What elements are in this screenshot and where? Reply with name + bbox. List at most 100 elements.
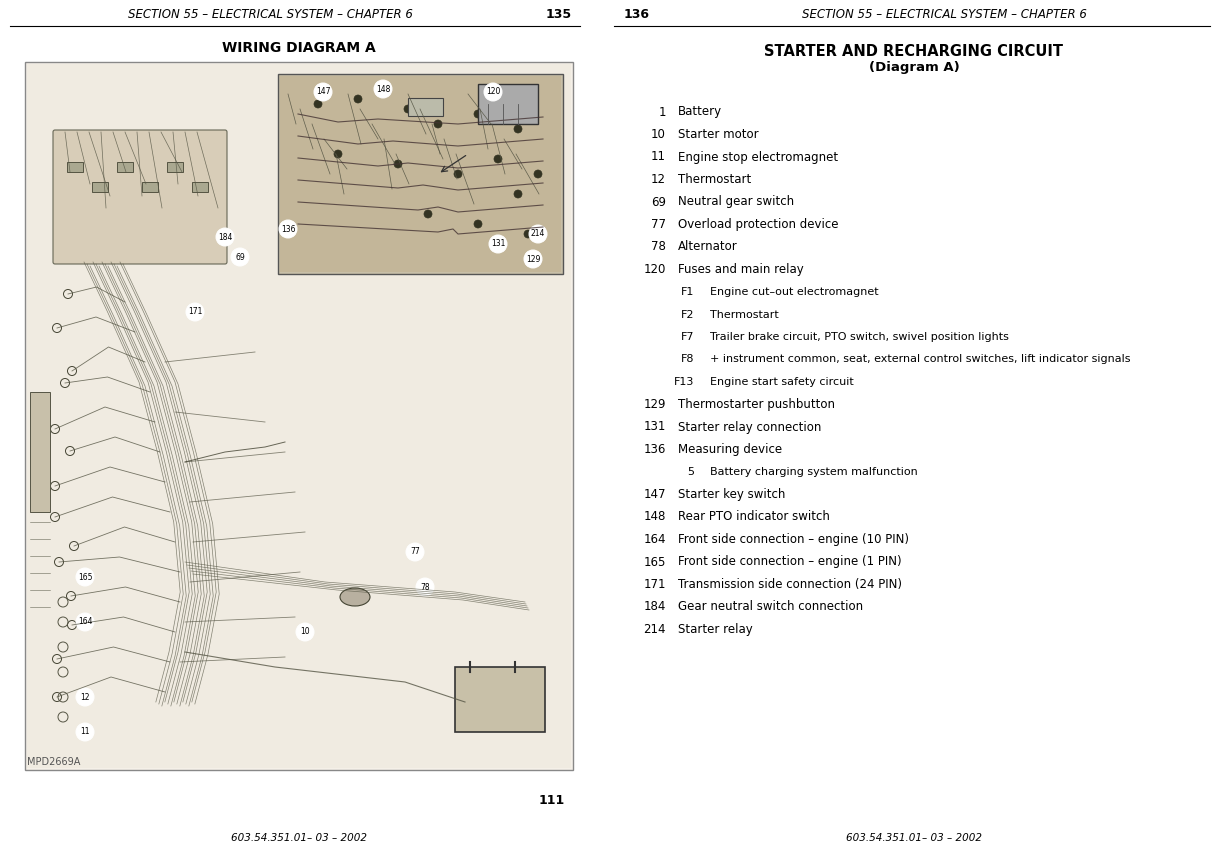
Text: 148: 148 bbox=[644, 511, 666, 524]
Text: 12: 12 bbox=[81, 693, 90, 702]
Circle shape bbox=[279, 220, 296, 238]
Bar bbox=[30, 392, 50, 512]
Text: Engine start safety circuit: Engine start safety circuit bbox=[710, 377, 854, 387]
Text: 165: 165 bbox=[78, 573, 93, 581]
Text: 5: 5 bbox=[687, 467, 694, 477]
Text: 136: 136 bbox=[623, 9, 650, 22]
Text: 77: 77 bbox=[410, 548, 420, 556]
Text: 164: 164 bbox=[643, 533, 666, 546]
Text: Measuring device: Measuring device bbox=[678, 443, 782, 456]
Text: F7: F7 bbox=[681, 332, 694, 342]
Circle shape bbox=[76, 613, 94, 631]
Text: 214: 214 bbox=[643, 623, 666, 636]
Ellipse shape bbox=[340, 588, 370, 606]
Text: Front side connection – engine (10 PIN): Front side connection – engine (10 PIN) bbox=[678, 533, 909, 546]
Text: 12: 12 bbox=[651, 173, 666, 186]
Text: Trailer brake circuit, PTO switch, swivel position lights: Trailer brake circuit, PTO switch, swive… bbox=[710, 332, 1009, 342]
Text: 148: 148 bbox=[376, 85, 390, 93]
Text: Starter relay connection: Starter relay connection bbox=[678, 421, 821, 434]
Text: Neutral gear switch: Neutral gear switch bbox=[678, 195, 794, 208]
Text: + instrument common, seat, external control switches, lift indicator signals: + instrument common, seat, external cont… bbox=[710, 354, 1131, 365]
Circle shape bbox=[489, 235, 508, 253]
Bar bbox=[27, 64, 571, 768]
Circle shape bbox=[425, 210, 432, 218]
Bar bbox=[167, 162, 183, 172]
Text: 171: 171 bbox=[643, 578, 666, 591]
Circle shape bbox=[404, 105, 412, 113]
Text: 165: 165 bbox=[644, 556, 666, 569]
Circle shape bbox=[76, 723, 94, 741]
Circle shape bbox=[514, 190, 522, 198]
Text: F1: F1 bbox=[681, 287, 694, 297]
Bar bbox=[24, 62, 573, 770]
Text: 164: 164 bbox=[78, 618, 93, 626]
Text: 78: 78 bbox=[651, 240, 666, 253]
Bar bbox=[278, 74, 562, 274]
Text: WIRING DIAGRAM A: WIRING DIAGRAM A bbox=[222, 41, 376, 55]
Text: 147: 147 bbox=[316, 87, 331, 97]
Text: 136: 136 bbox=[281, 225, 295, 233]
Text: Front side connection – engine (1 PIN): Front side connection – engine (1 PIN) bbox=[678, 556, 902, 569]
Circle shape bbox=[216, 228, 234, 246]
Circle shape bbox=[514, 125, 522, 133]
Bar bbox=[192, 182, 207, 192]
Text: 603.54.351.01– 03 – 2002: 603.54.351.01– 03 – 2002 bbox=[231, 833, 367, 843]
Text: Transmission side connection (24 PIN): Transmission side connection (24 PIN) bbox=[678, 578, 902, 591]
Circle shape bbox=[314, 100, 322, 108]
Text: 111: 111 bbox=[539, 793, 565, 806]
Circle shape bbox=[296, 623, 314, 641]
Circle shape bbox=[529, 225, 547, 243]
Bar bbox=[407, 98, 443, 116]
Text: Alternator: Alternator bbox=[678, 240, 738, 253]
Text: Thermostart: Thermostart bbox=[678, 173, 752, 186]
Bar bbox=[117, 162, 133, 172]
Bar bbox=[67, 162, 83, 172]
Text: Thermostart: Thermostart bbox=[710, 309, 778, 320]
Text: 136: 136 bbox=[644, 443, 666, 456]
Text: Gear neutral switch connection: Gear neutral switch connection bbox=[678, 600, 863, 613]
Text: 69: 69 bbox=[651, 195, 666, 208]
Text: Overload protection device: Overload protection device bbox=[678, 218, 838, 231]
Text: 129: 129 bbox=[526, 255, 540, 264]
FancyBboxPatch shape bbox=[52, 130, 227, 264]
Bar bbox=[92, 182, 109, 192]
Circle shape bbox=[494, 155, 501, 163]
Circle shape bbox=[475, 110, 482, 118]
Text: 603.54.351.01– 03 – 2002: 603.54.351.01– 03 – 2002 bbox=[845, 833, 982, 843]
Text: 129: 129 bbox=[643, 398, 666, 411]
Bar bbox=[455, 667, 545, 732]
Circle shape bbox=[454, 170, 462, 178]
Text: 147: 147 bbox=[643, 488, 666, 501]
Circle shape bbox=[484, 83, 501, 101]
Circle shape bbox=[375, 80, 392, 98]
Text: 69: 69 bbox=[235, 252, 245, 262]
Text: SECTION 55 – ELECTRICAL SYSTEM – CHAPTER 6: SECTION 55 – ELECTRICAL SYSTEM – CHAPTER… bbox=[802, 9, 1087, 22]
Text: 131: 131 bbox=[490, 239, 505, 249]
Text: Battery: Battery bbox=[678, 105, 722, 118]
Circle shape bbox=[475, 220, 482, 228]
Text: 1: 1 bbox=[659, 105, 666, 118]
Circle shape bbox=[406, 543, 425, 561]
Bar bbox=[142, 182, 159, 192]
Text: 184: 184 bbox=[218, 232, 232, 242]
Text: 77: 77 bbox=[651, 218, 666, 231]
Text: F13: F13 bbox=[673, 377, 694, 387]
Text: 11: 11 bbox=[81, 727, 90, 736]
Text: 10: 10 bbox=[300, 627, 310, 637]
Circle shape bbox=[394, 160, 403, 168]
Circle shape bbox=[525, 250, 542, 268]
Circle shape bbox=[76, 688, 94, 706]
Text: 131: 131 bbox=[644, 421, 666, 434]
Circle shape bbox=[416, 578, 434, 596]
Circle shape bbox=[231, 248, 249, 266]
Text: 184: 184 bbox=[644, 600, 666, 613]
Text: 171: 171 bbox=[188, 308, 203, 316]
Text: Fuses and main relay: Fuses and main relay bbox=[678, 263, 804, 276]
Text: Starter key switch: Starter key switch bbox=[678, 488, 786, 501]
Circle shape bbox=[185, 303, 204, 321]
Text: 11: 11 bbox=[651, 150, 666, 163]
Text: (Diagram A): (Diagram A) bbox=[869, 61, 959, 74]
Text: Battery charging system malfunction: Battery charging system malfunction bbox=[710, 467, 917, 477]
Text: Thermostarter pushbutton: Thermostarter pushbutton bbox=[678, 398, 834, 411]
Text: SECTION 55 – ELECTRICAL SYSTEM – CHAPTER 6: SECTION 55 – ELECTRICAL SYSTEM – CHAPTER… bbox=[128, 9, 412, 22]
